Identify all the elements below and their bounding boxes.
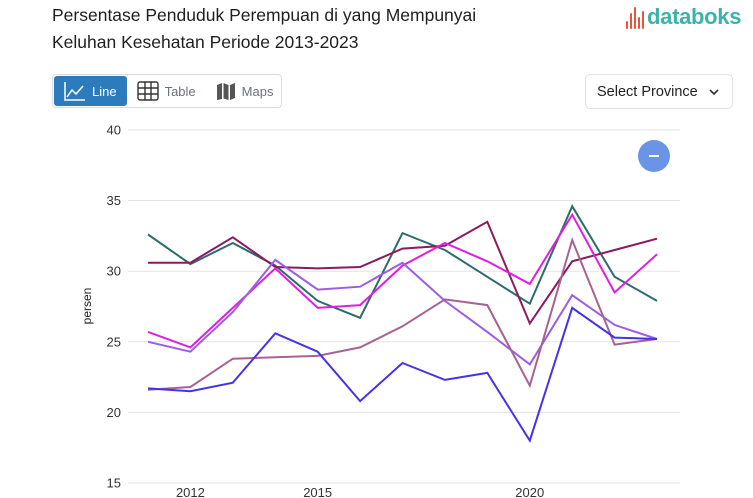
series-line-6[interactable] [147, 306, 658, 443]
y-axis-ticks: 15 20 25 30 35 40 [107, 123, 121, 491]
y-tick-label: 30 [107, 264, 121, 279]
tab-table-label: Table [164, 83, 196, 99]
tab-line[interactable]: Line [54, 76, 127, 106]
y-axis-label: persen [80, 288, 94, 325]
x-tick-label: 2020 [515, 485, 544, 498]
line-chart-icon [64, 82, 85, 101]
databoks-logo[interactable]: databoks [626, 3, 741, 29]
tab-maps[interactable]: Maps [206, 76, 284, 106]
y-tick-label: 35 [107, 193, 121, 208]
series-line-4[interactable] [147, 258, 658, 366]
tab-table[interactable]: Table [127, 76, 206, 106]
reset-zoom-button[interactable] [638, 140, 670, 172]
logo-text: databoks [647, 4, 742, 29]
series-line-1[interactable] [147, 204, 658, 320]
bars-icon [626, 7, 644, 29]
data-series [147, 204, 658, 443]
x-tick-label: 2015 [303, 485, 332, 498]
y-tick-label: 40 [107, 123, 121, 138]
table-grid-icon [136, 81, 159, 101]
chart-title: Persentase Penduduk Perempuan di yang Me… [52, 5, 477, 52]
x-axis-ticks: 2012 2015 2020 [176, 485, 544, 498]
x-tick-label: 2012 [176, 485, 205, 498]
province-select[interactable]: Select Province [585, 74, 733, 109]
y-tick-label: 15 [107, 476, 121, 491]
view-tabs: Line Table Maps [52, 74, 282, 108]
tab-maps-label: Maps [241, 83, 274, 99]
series-line-5[interactable] [147, 237, 658, 391]
minus-icon [649, 155, 659, 157]
grid-lines [128, 129, 680, 484]
map-icon [216, 83, 235, 100]
y-tick-label: 25 [107, 334, 121, 349]
province-select-label: Select Province [597, 83, 698, 100]
y-tick-label: 20 [107, 405, 121, 420]
series-line-2[interactable] [148, 220, 658, 326]
series-line-3[interactable] [147, 212, 658, 349]
tab-line-label: Line [92, 83, 117, 99]
chevron-down-icon [709, 89, 719, 96]
